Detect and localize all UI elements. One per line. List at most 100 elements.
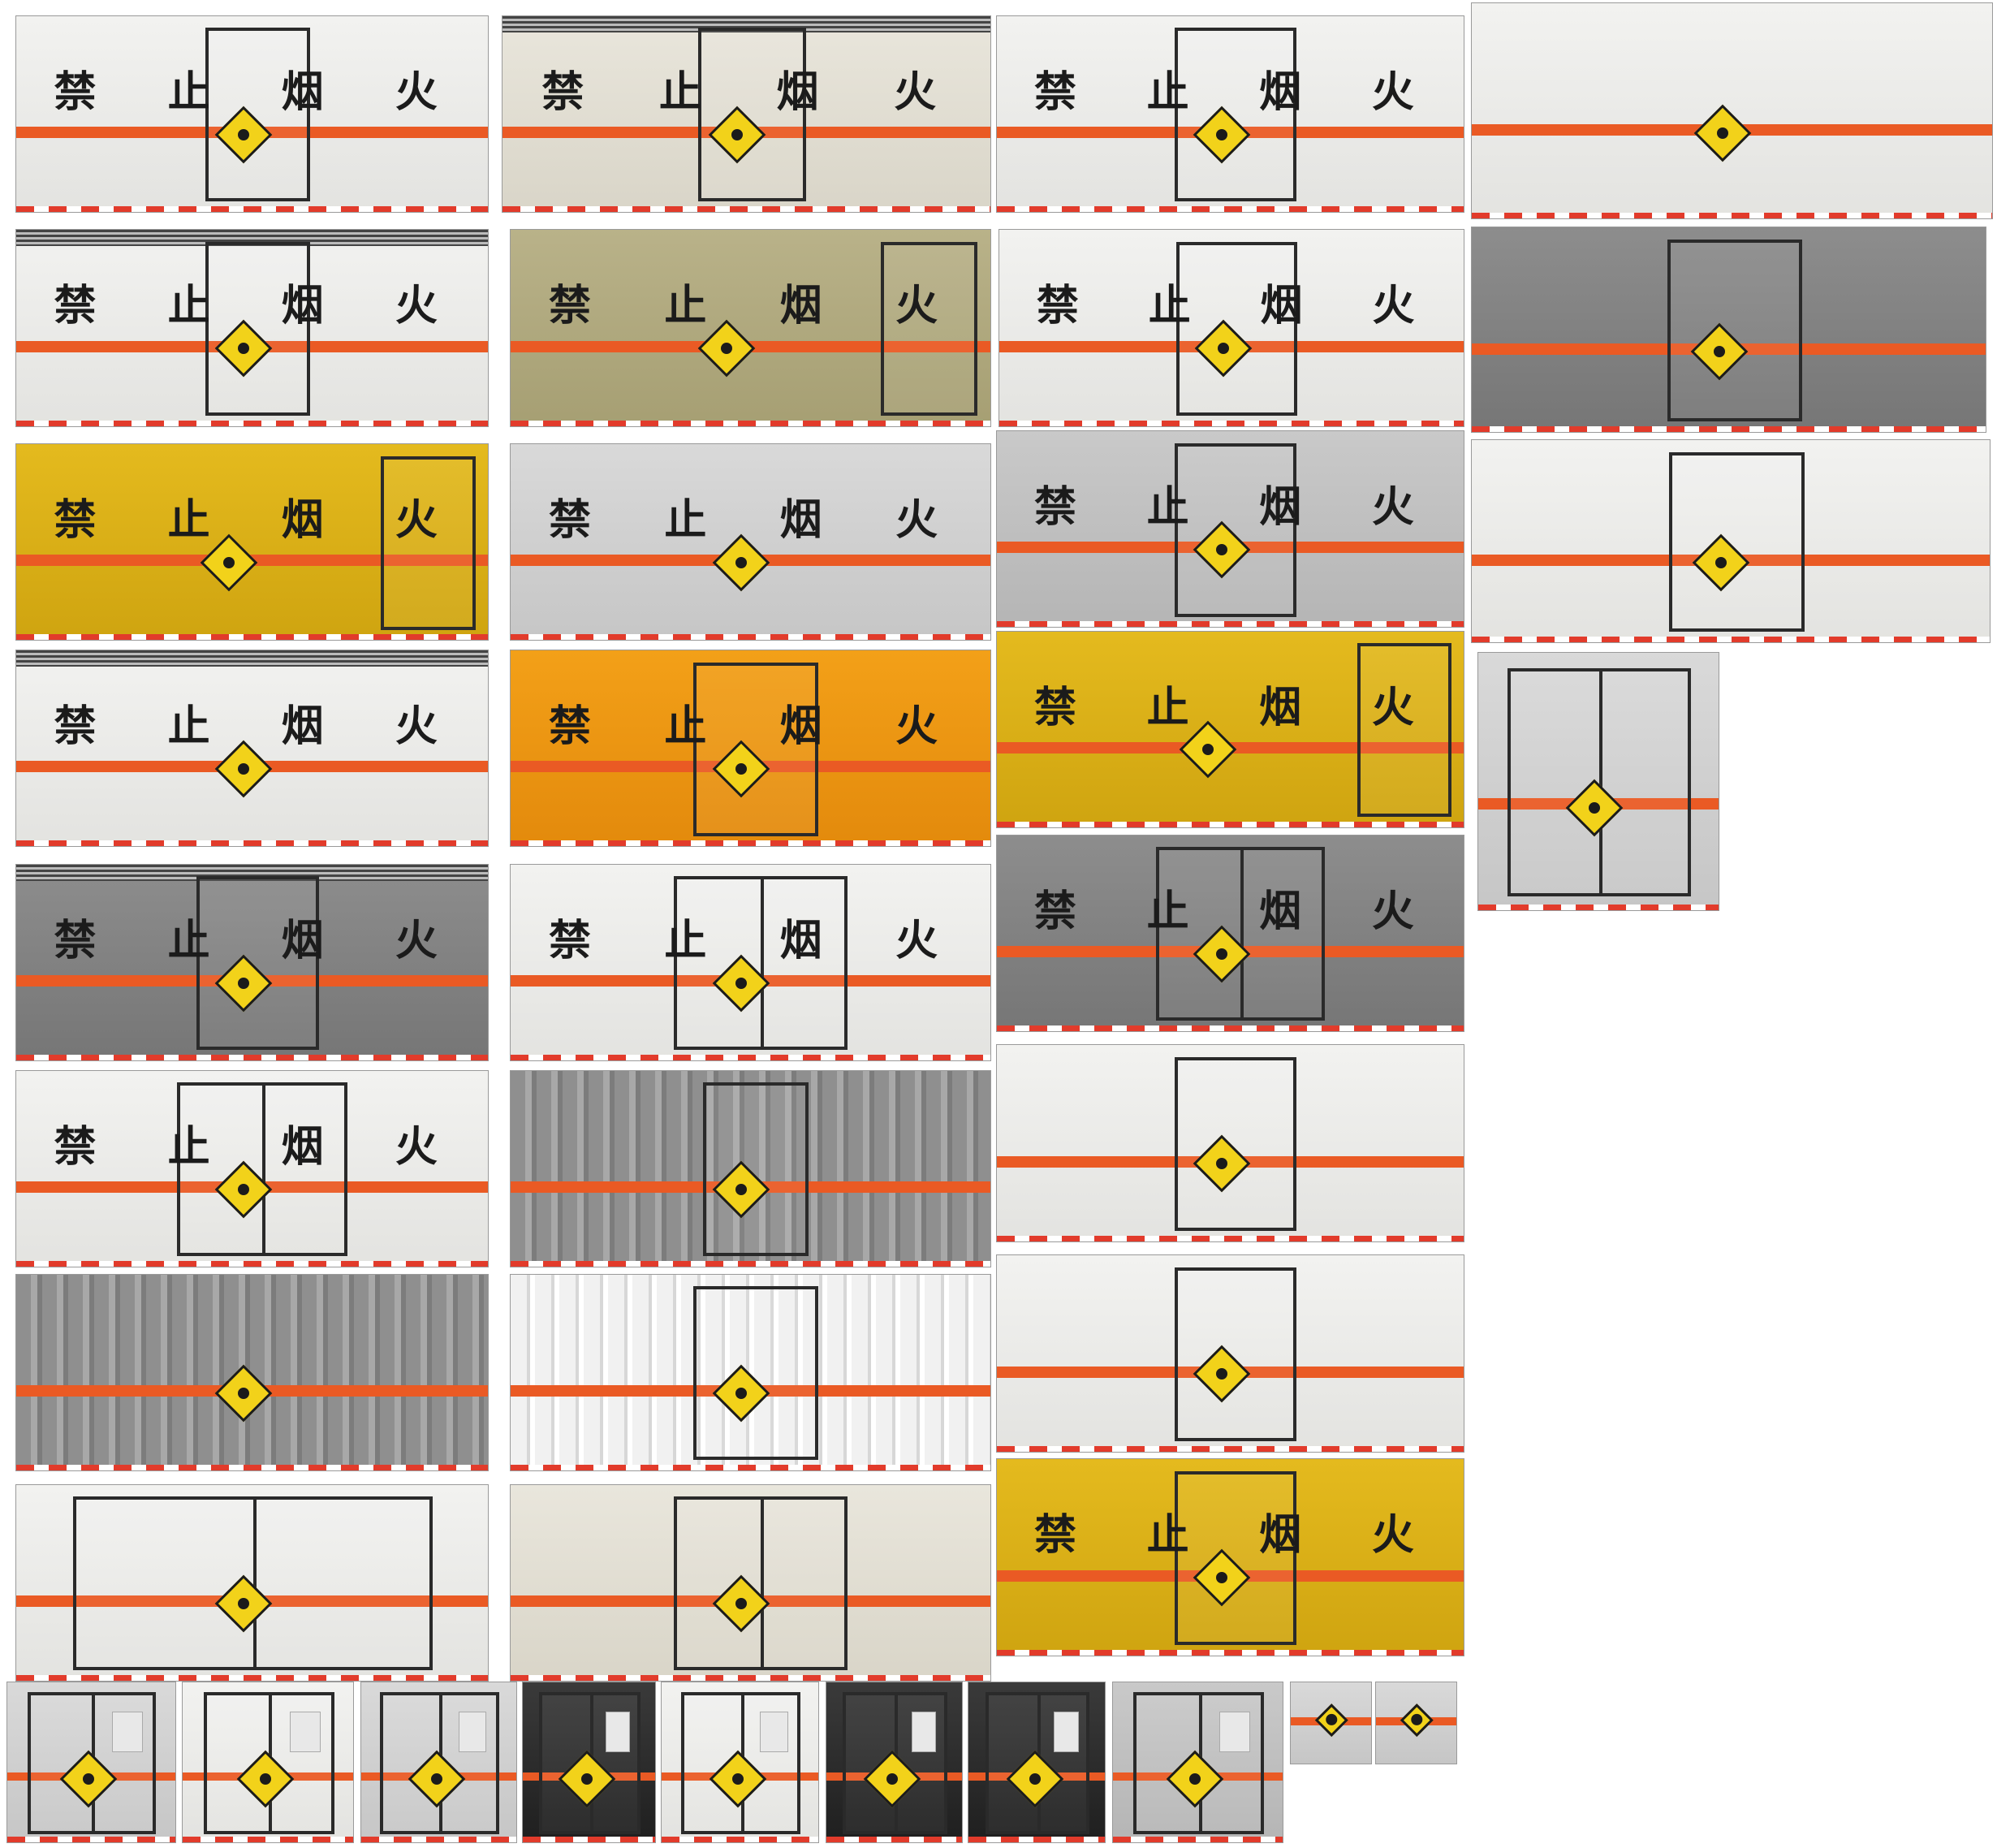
truck-panel-photo[interactable] [968, 1681, 1106, 1844]
no-fire-sign-character: 烟 [1259, 1511, 1302, 1561]
info-label-sticker [112, 1711, 143, 1752]
no-fire-sign-character: 烟 [779, 282, 822, 331]
no-fire-sign-character: 止 [167, 67, 210, 117]
truck-panel-photo[interactable] [522, 1681, 656, 1844]
truck-panel-photo[interactable] [1111, 1681, 1284, 1844]
cargo-door [1175, 1267, 1297, 1441]
truck-panel-photo[interactable]: 禁止烟火 [502, 15, 991, 213]
no-fire-sign-character: 止 [664, 282, 707, 331]
truck-panel-photo[interactable]: 禁止烟火 [15, 863, 490, 1061]
no-fire-sign-character: 止 [167, 702, 210, 752]
no-fire-sign-character: 烟 [779, 916, 822, 965]
truck-panel-photo[interactable]: 禁止烟火 [15, 650, 490, 848]
info-label-sticker [1054, 1711, 1079, 1752]
no-fire-sign-character: 禁 [548, 282, 591, 331]
truck-panel-photo[interactable] [509, 1069, 991, 1268]
truck-panel-photo[interactable] [1471, 2, 1994, 219]
cargo-door [1667, 240, 1802, 422]
truck-panel-photo[interactable]: 禁止烟火 [995, 630, 1465, 828]
truck-panel-photo[interactable]: 禁止烟火 [995, 1458, 1465, 1656]
truck-panel-photo[interactable] [509, 1273, 991, 1472]
no-fire-sign-character: 火 [1371, 887, 1414, 936]
no-fire-sign-character: 火 [1371, 1511, 1414, 1561]
truck-panel-photo[interactable] [15, 1483, 490, 1682]
truck-panel-photo[interactable] [360, 1681, 517, 1844]
truck-panel-photo[interactable]: 禁止烟火 [15, 15, 490, 213]
no-fire-sign-character: 火 [1371, 683, 1414, 732]
no-fire-sign-character: 火 [894, 67, 937, 117]
truck-panel-photo[interactable]: 禁止烟火 [995, 15, 1465, 213]
no-fire-sign-character: 烟 [776, 67, 819, 117]
hazard-diamond-icon [214, 740, 273, 798]
no-fire-sign-character: 烟 [1259, 67, 1302, 117]
no-fire-sign-character: 烟 [1260, 282, 1303, 331]
truck-panel-photo[interactable]: 禁止烟火 [995, 430, 1465, 628]
no-fire-sign-character: 火 [1371, 67, 1414, 117]
bottom-reflective-marking [15, 634, 489, 641]
cargo-door [381, 456, 476, 630]
truck-panel-photo[interactable]: 禁止烟火 [509, 650, 991, 848]
bottom-reflective-marking [996, 621, 1464, 628]
no-fire-sign-character: 烟 [281, 496, 324, 546]
truck-panel-photo[interactable] [6, 1681, 176, 1844]
no-fire-sign-character: 火 [1372, 282, 1415, 331]
bottom-reflective-marking [15, 840, 489, 847]
bottom-reflective-marking [999, 420, 1464, 426]
truck-panel-photo[interactable]: 禁止烟火 [995, 834, 1465, 1032]
truck-panel-photo[interactable]: 禁止烟火 [509, 863, 991, 1061]
truck-panel-photo[interactable]: 禁止烟火 [998, 229, 1465, 427]
no-fire-sign-character: 禁 [1034, 887, 1077, 936]
truck-panel-photo[interactable] [1471, 439, 1991, 644]
no-fire-sign-character: 火 [395, 282, 438, 331]
truck-panel-photo[interactable] [995, 1044, 1465, 1242]
bottom-reflective-marking [502, 205, 990, 212]
truck-panel-photo[interactable]: 禁止烟火 [15, 1069, 490, 1268]
no-fire-sign-character: 烟 [281, 702, 324, 752]
truck-panel-photo[interactable] [661, 1681, 819, 1844]
truck-panel-photo[interactable] [509, 1483, 991, 1682]
hazard-diamond-icon [1315, 1703, 1348, 1736]
truck-panel-photo[interactable] [1471, 227, 1987, 434]
truck-panel-photo[interactable]: 禁止烟火 [15, 229, 490, 427]
truck-panel-photo[interactable]: 禁止烟火 [509, 443, 991, 641]
truck-panel-photo[interactable] [825, 1681, 964, 1844]
no-fire-sign-character: 禁 [548, 702, 591, 752]
no-fire-sign-character: 火 [395, 67, 438, 117]
no-fire-sign-character: 止 [1148, 282, 1191, 331]
vent-strip [15, 230, 489, 247]
bottom-reflective-marking [996, 205, 1464, 212]
truck-panel-photo[interactable] [1290, 1681, 1372, 1764]
bottom-reflective-marking [510, 1674, 990, 1681]
cargo-door [702, 1082, 809, 1257]
cargo-door [196, 876, 320, 1051]
hazard-diamond-icon [698, 319, 756, 378]
truck-panel-photo[interactable] [995, 1254, 1465, 1453]
hazard-diamond-icon [1693, 104, 1752, 162]
cargo-door [674, 1496, 848, 1671]
hazard-diamond-icon [214, 1364, 273, 1423]
truck-panel-photo[interactable] [1375, 1681, 1457, 1764]
bottom-reflective-marking [510, 1054, 990, 1060]
no-fire-sign-character: 烟 [281, 916, 324, 965]
no-fire-sign-character: 止 [167, 916, 210, 965]
no-fire-sign-character: 烟 [1259, 887, 1302, 936]
no-fire-sign-character: 火 [895, 496, 938, 546]
bottom-reflective-marking [360, 1837, 516, 1843]
cargo-door [1507, 668, 1692, 896]
truck-panel-photo[interactable] [1477, 652, 1719, 911]
no-fire-sign-character: 禁 [54, 916, 97, 965]
no-fire-sign-character: 止 [1146, 67, 1189, 117]
no-fire-sign-character: 烟 [281, 67, 324, 117]
truck-panel-photo[interactable]: 禁止烟火 [15, 443, 490, 641]
no-fire-sign-character: 禁 [1034, 483, 1077, 533]
no-fire-sign-character: 禁 [54, 702, 97, 752]
cargo-door [1175, 1470, 1297, 1645]
truck-panel-photo[interactable]: 禁止烟火 [509, 229, 991, 427]
no-fire-sign-character: 止 [1146, 683, 1189, 732]
info-label-sticker [1218, 1711, 1251, 1752]
hazard-diamond-icon [712, 533, 770, 592]
truck-panel-photo[interactable] [15, 1273, 490, 1472]
no-fire-sign-character: 禁 [1034, 683, 1077, 732]
truck-panel-photo[interactable] [182, 1681, 355, 1844]
bottom-reflective-marking [662, 1837, 818, 1843]
